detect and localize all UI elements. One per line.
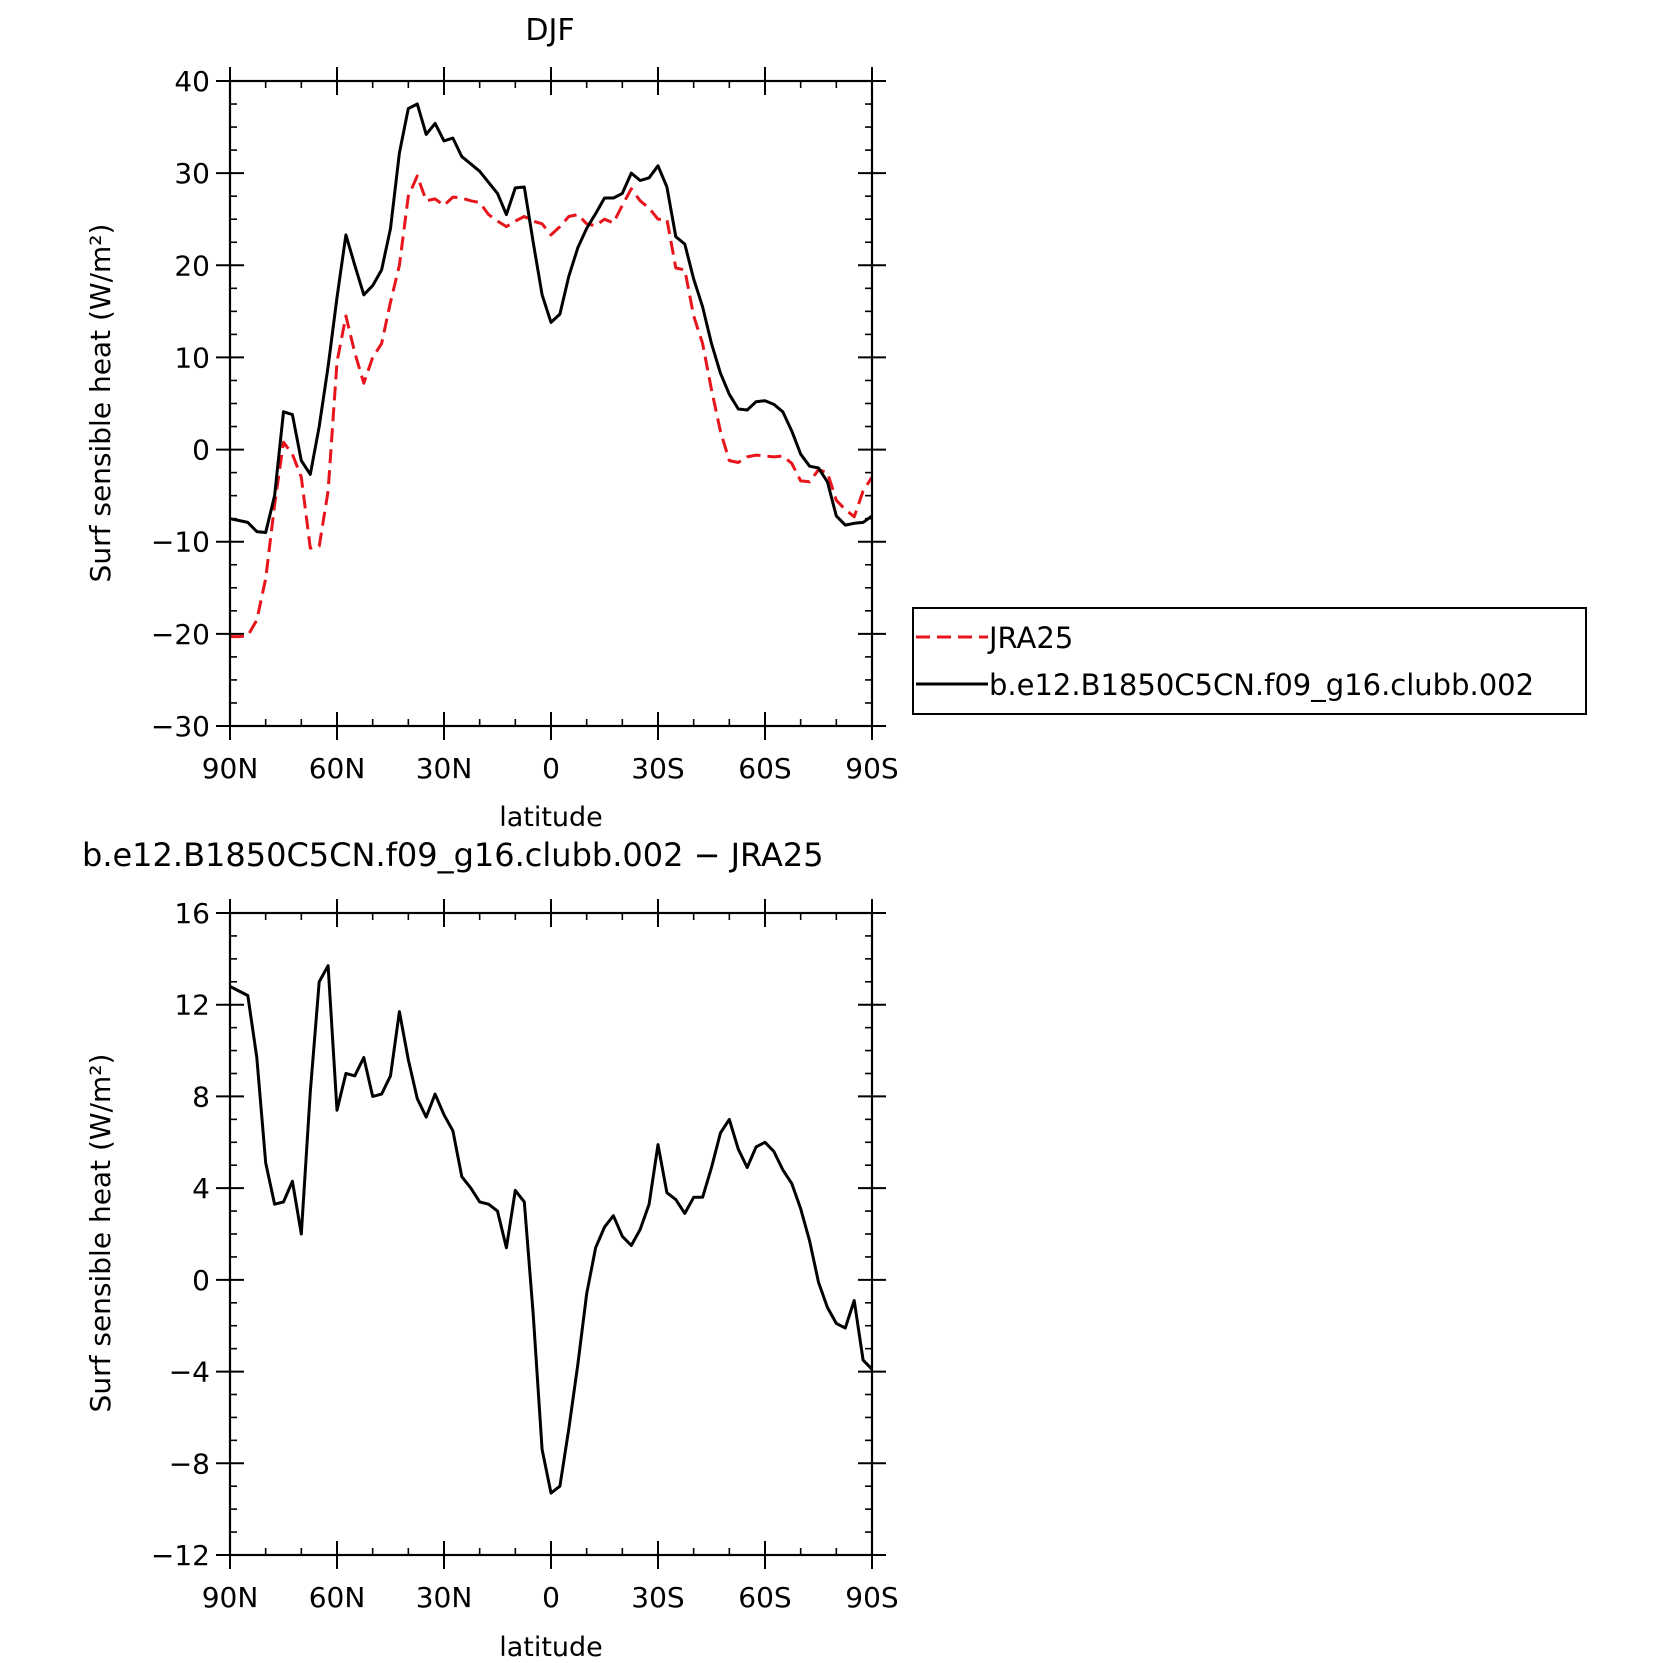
panel-bottom-title: b.e12.B1850C5CN.f09_g16.clubb.002 − JRA2… [82, 836, 824, 874]
y-tick-label: −10 [151, 526, 210, 559]
series-line-difference [229, 964, 874, 1495]
panel-top-frame [228, 79, 874, 728]
x-tick-label: 0 [542, 752, 560, 785]
x-tick-label: 60S [738, 752, 791, 785]
x-tick-label: 60N [309, 1581, 366, 1614]
x-tick-label: 30N [416, 752, 473, 785]
y-tick-label: 40 [174, 65, 210, 98]
x-tick-label: 60N [309, 752, 366, 785]
x-tick-label: 90N [202, 752, 259, 785]
panel-top-x-tick-labels: 90N 60N 30N 0 30S 60S 90S [202, 752, 899, 785]
legend-label-jra25: JRA25 [987, 621, 1073, 655]
panel-bottom-xlabel: latitude [499, 1632, 603, 1663]
x-tick-label: 90S [845, 752, 898, 785]
legend: JRA25 b.e12.B1850C5CN.f09_g16.clubb.002 [912, 607, 1587, 715]
x-tick-label: 90N [202, 1581, 259, 1614]
panel-top: DJF 90N 60N 30N 0 30S 60S 90S −30 −20 −10 0 10 20 30… [84, 13, 899, 833]
panel-bottom-series [229, 964, 874, 1495]
panel-top-xlabel: latitude [499, 802, 603, 833]
panel-bottom-frame [228, 911, 874, 1557]
y-tick-label: −20 [151, 618, 210, 651]
y-tick-label: 20 [174, 249, 210, 282]
panel-bottom: b.e12.B1850C5CN.f09_g16.clubb.002 − JRA2… [82, 836, 899, 1663]
x-tick-label: 30S [631, 752, 684, 785]
x-tick-label: 60S [738, 1581, 791, 1614]
panel-top-title: DJF [525, 13, 574, 48]
y-tick-label: 8 [192, 1080, 210, 1113]
x-tick-label: 30N [416, 1581, 473, 1614]
panel-top-y-tick-labels: −30 −20 −10 0 10 20 30 40 [151, 65, 210, 743]
y-tick-label: −4 [169, 1356, 210, 1389]
y-tick-label: 0 [192, 434, 210, 467]
y-tick-label: −12 [151, 1539, 210, 1572]
legend-box [912, 607, 1587, 715]
x-tick-label: 30S [631, 1581, 684, 1614]
panel-top-series [229, 102, 874, 639]
x-tick-label: 0 [542, 1581, 560, 1614]
panel-top-ticks [216, 67, 886, 740]
y-tick-label: −8 [169, 1447, 210, 1480]
series-line-b-e12-b1850c5cn-f09-g16-clubb-002 [229, 102, 873, 534]
y-tick-label: 10 [174, 341, 210, 374]
panel-bottom-x-tick-labels: 90N 60N 30N 0 30S 60S 90S [202, 1581, 899, 1614]
series-line-jra25 [230, 174, 874, 639]
y-tick-label: 30 [174, 157, 210, 190]
y-tick-label: 16 [174, 897, 210, 930]
y-tick-label: 0 [192, 1264, 210, 1297]
y-tick-label: 12 [174, 989, 210, 1022]
y-tick-label: 4 [192, 1172, 210, 1205]
legend-label-model: b.e12.B1850C5CN.f09_g16.clubb.002 [989, 668, 1534, 702]
panel-bottom-ylabel: Surf sensible heat (W/m²) [84, 1054, 117, 1413]
panel-top-ylabel: Surf sensible heat (W/m²) [84, 224, 117, 583]
panel-bottom-y-tick-labels: −12 −8 −4 0 4 8 12 16 [151, 897, 210, 1572]
y-tick-label: −30 [151, 710, 210, 743]
x-tick-label: 90S [845, 1581, 898, 1614]
